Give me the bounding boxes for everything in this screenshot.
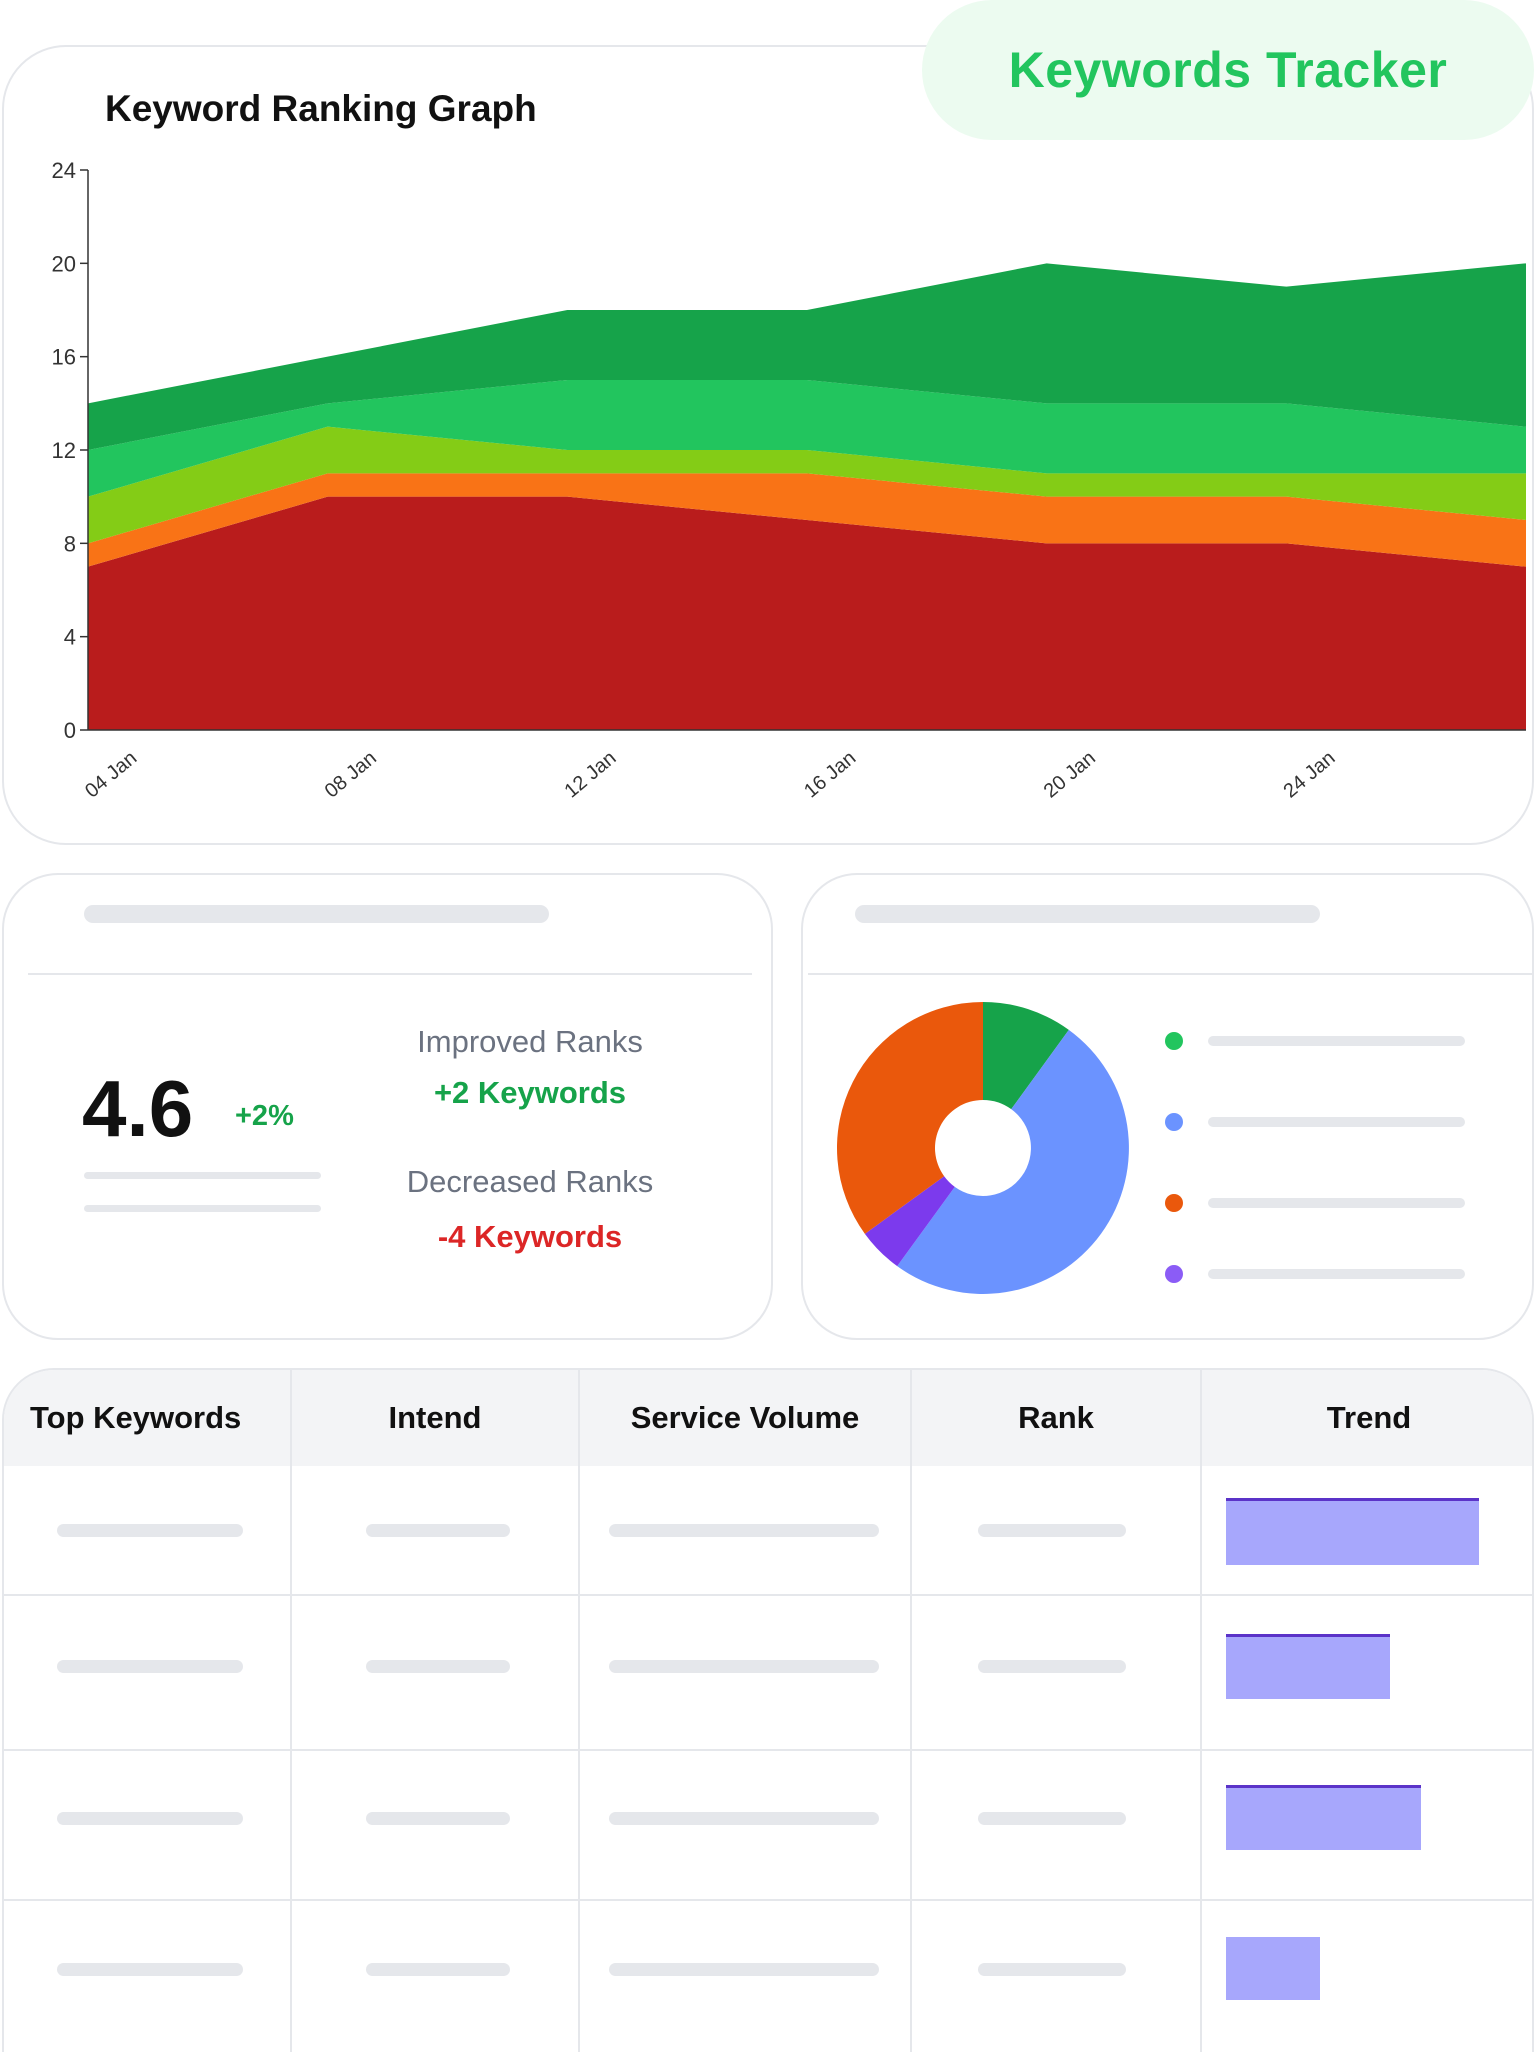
y-tick-label: 4 xyxy=(64,625,76,650)
keywords-tracker-badge: Keywords Tracker xyxy=(922,0,1534,140)
column-divider xyxy=(290,1370,292,2052)
intend-placeholder xyxy=(366,1660,510,1673)
improved-ranks-value: +2 Keywords xyxy=(433,1075,627,1110)
decreased-ranks-value: -4 Keywords xyxy=(437,1219,623,1254)
x-tick-label: 12 Jan xyxy=(560,747,620,802)
legend-dot-orange xyxy=(1165,1194,1183,1212)
improved-ranks-label: Improved Ranks xyxy=(417,1024,643,1059)
legend-placeholder-line xyxy=(1208,1036,1465,1046)
keyword-placeholder xyxy=(57,1524,243,1537)
legend-dot-blue xyxy=(1165,1113,1183,1131)
legend-placeholder-line xyxy=(1208,1198,1465,1208)
area-series-5 xyxy=(88,263,1526,450)
placeholder-line xyxy=(84,1172,321,1179)
score-delta: +2% xyxy=(235,1100,294,1132)
intend-placeholder xyxy=(366,1524,510,1537)
keyword-ranking-area-chart: 0 4 8 12 16 20 24 04 Jan 08 Jan 12 Jan 16 Jan 20 Ja… xyxy=(52,158,1526,802)
row-divider xyxy=(4,1594,1532,1596)
header-rank[interactable]: Rank xyxy=(912,1370,1200,1466)
keyword-placeholder xyxy=(57,1963,243,1976)
legend-placeholder-line xyxy=(1208,1117,1465,1127)
x-tick-label: 16 Jan xyxy=(800,747,860,802)
intend-placeholder xyxy=(366,1812,510,1825)
average-rank-score: 4.6 xyxy=(82,1064,194,1153)
rank-placeholder xyxy=(978,1963,1126,1976)
keyword-placeholder xyxy=(57,1660,243,1673)
header-service-volume[interactable]: Service Volume xyxy=(580,1370,910,1466)
placeholder-title-bar xyxy=(855,905,1320,923)
legend-dot-green xyxy=(1165,1032,1183,1050)
y-tick-label: 12 xyxy=(52,438,76,463)
rank-summary-card xyxy=(2,873,773,1340)
header-top-keywords[interactable]: Top Keywords xyxy=(4,1370,290,1466)
legend-placeholder-line xyxy=(1208,1269,1465,1279)
area-series-3 xyxy=(88,426,1526,544)
area-series-1 xyxy=(88,496,1526,730)
legend-dot-purple xyxy=(1165,1265,1183,1283)
y-tick-label: 16 xyxy=(52,345,76,370)
volume-placeholder xyxy=(609,1660,879,1673)
column-divider xyxy=(1200,1370,1202,2052)
trend-bar xyxy=(1226,1501,1479,1565)
x-tick-label: 20 Jan xyxy=(1040,747,1100,802)
column-divider xyxy=(578,1370,580,2052)
trend-bar xyxy=(1226,1937,1320,2000)
volume-placeholder xyxy=(609,1812,879,1825)
column-divider xyxy=(910,1370,912,2052)
decreased-ranks-label: Decreased Ranks xyxy=(406,1164,654,1199)
x-tick-label: 08 Jan xyxy=(321,747,381,802)
y-tick-label: 24 xyxy=(52,158,76,183)
trend-bar xyxy=(1226,1788,1421,1850)
placeholder-title-bar xyxy=(84,905,549,923)
area-series-4 xyxy=(88,380,1526,497)
trend-line xyxy=(1226,1785,1421,1788)
intend-placeholder xyxy=(366,1963,510,1976)
header-intend[interactable]: Intend xyxy=(292,1370,578,1466)
header-trend[interactable]: Trend xyxy=(1202,1370,1532,1466)
x-tick-label: 04 Jan xyxy=(81,747,141,802)
placeholder-line xyxy=(84,1205,321,1212)
area-series-2 xyxy=(88,473,1526,567)
y-tick-label: 8 xyxy=(64,531,76,556)
card-divider xyxy=(808,973,1534,975)
volume-placeholder xyxy=(609,1963,879,1976)
badge-label: Keywords Tracker xyxy=(1008,42,1448,98)
volume-placeholder xyxy=(609,1524,879,1537)
trend-bar xyxy=(1226,1637,1390,1699)
trend-line xyxy=(1226,1634,1390,1637)
rank-placeholder xyxy=(978,1660,1126,1673)
y-tick-label: 20 xyxy=(52,251,76,276)
row-divider xyxy=(4,1749,1532,1751)
rank-placeholder xyxy=(978,1812,1126,1825)
row-divider xyxy=(4,1899,1532,1901)
keyword-placeholder xyxy=(57,1812,243,1825)
y-tick-label: 0 xyxy=(64,718,76,743)
rank-placeholder xyxy=(978,1524,1126,1537)
chart-title: Keyword Ranking Graph xyxy=(105,88,537,129)
x-tick-label: 24 Jan xyxy=(1279,747,1339,802)
card-divider xyxy=(28,973,752,975)
trend-line xyxy=(1226,1498,1479,1501)
